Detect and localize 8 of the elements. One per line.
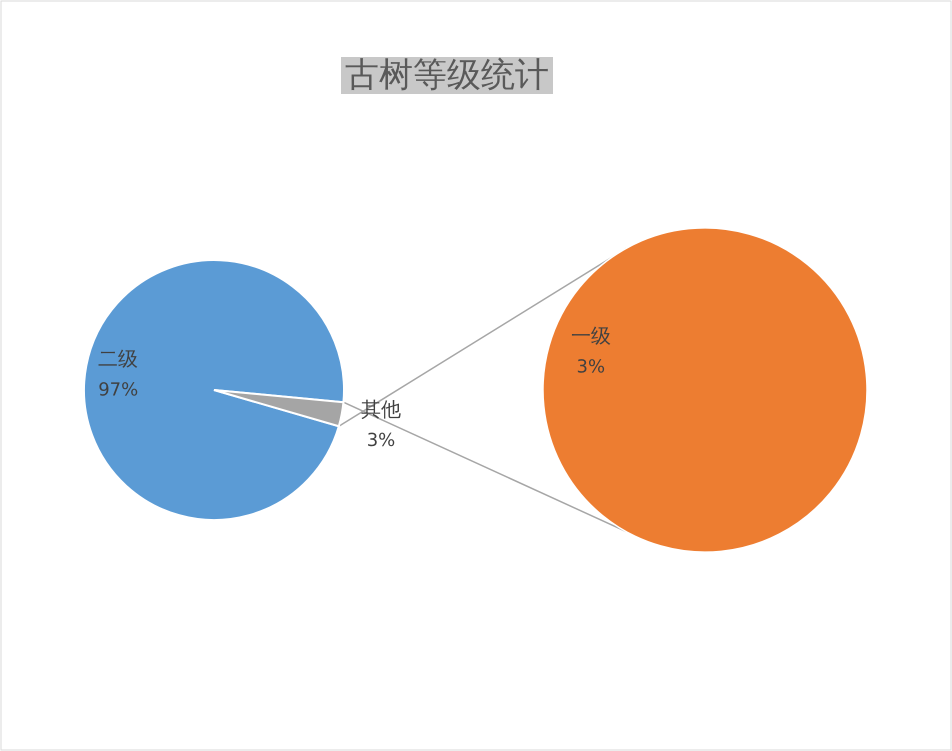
data-label: 97%: [98, 380, 138, 401]
pie-slice: [83, 259, 345, 521]
chart-title: 古树等级统计: [345, 57, 549, 94]
data-label: 3%: [366, 430, 396, 451]
data-label: 3%: [576, 356, 606, 378]
slice-label: 二级: [98, 348, 138, 371]
slice-label: 一级: [570, 325, 611, 348]
slice-label: 其他: [360, 398, 401, 421]
